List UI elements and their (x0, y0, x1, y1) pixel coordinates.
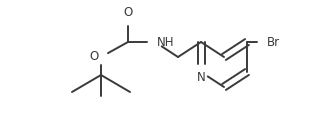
Text: O: O (90, 51, 99, 63)
Text: NH: NH (157, 36, 175, 48)
Text: N: N (197, 71, 205, 84)
Text: O: O (123, 6, 133, 19)
Text: Br: Br (267, 36, 280, 48)
